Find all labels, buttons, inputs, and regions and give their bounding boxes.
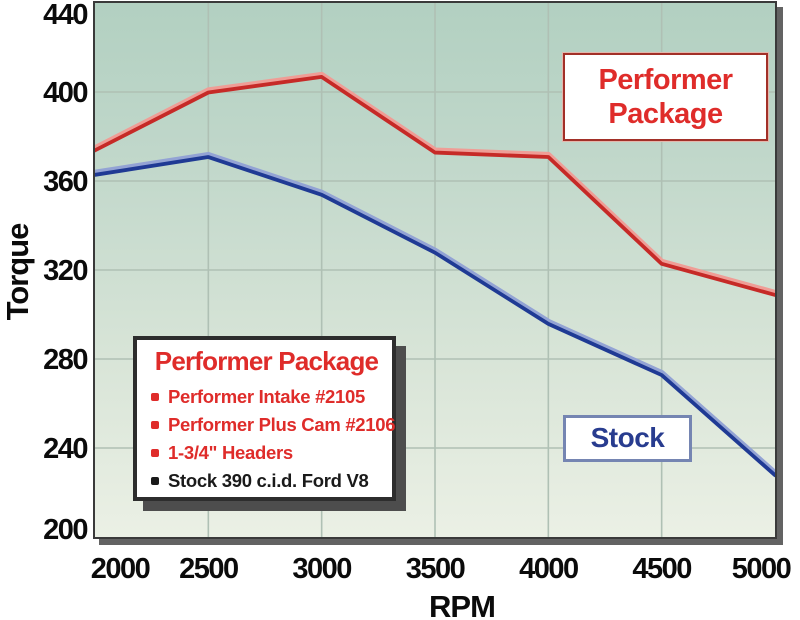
series-lines (95, 71, 775, 478)
y-tick-label: 400 (43, 77, 88, 109)
y-tick-label: 360 (43, 166, 88, 198)
x-tick-label: 2500 (179, 553, 239, 585)
y-tick-label: 200 (43, 514, 88, 546)
bullet-icon (151, 421, 159, 429)
x-tick-label: 4000 (519, 553, 579, 585)
bullet-icon (151, 449, 159, 457)
legend-items: Performer Intake #2105 Performer Plus Ca… (151, 383, 396, 495)
legend-item-text: 1-3/4" Headers (168, 442, 293, 463)
performer-line (95, 75, 775, 297)
legend-item-text: Performer Intake #2105 (168, 386, 366, 407)
y-tick-label: 320 (43, 255, 88, 287)
y-tick-label: 240 (43, 433, 88, 465)
legend-item: 1-3/4" Headers (151, 439, 382, 467)
legend-item: Performer Intake #2105 (151, 383, 382, 411)
performer-callout-line1: Performer (598, 64, 733, 96)
legend-title: Performer Package (154, 346, 379, 376)
legend-box: Performer Package Performer Intake #2105… (133, 336, 396, 501)
x-tick-label: 3000 (292, 553, 352, 585)
performer-package-callout: Performer Package (563, 53, 768, 141)
x-axis-title: RPM (429, 589, 496, 620)
y-tick-label: 440 (43, 0, 88, 31)
performer-callout-line2: Package (608, 98, 723, 130)
legend-item: Stock 390 c.i.d. Ford V8 (151, 467, 382, 495)
bullet-icon (151, 393, 159, 401)
x-tick-label: 3500 (405, 553, 466, 585)
legend-item-text: Performer Plus Cam #2106 (168, 414, 396, 435)
stock-callout: Stock (563, 415, 692, 462)
x-tick-label: 5000 (731, 553, 792, 585)
y-tick-label: 280 (43, 344, 88, 376)
x-tick-label: 4500 (632, 553, 692, 585)
legend-item: Performer Plus Cam #2106 (151, 411, 396, 439)
legend-item-text: Stock 390 c.i.d. Ford V8 (168, 470, 369, 491)
stock-line (95, 155, 775, 478)
bullet-icon (151, 477, 159, 485)
x-tick-label: 2000 (90, 553, 151, 585)
stock-callout-label: Stock (590, 422, 665, 453)
